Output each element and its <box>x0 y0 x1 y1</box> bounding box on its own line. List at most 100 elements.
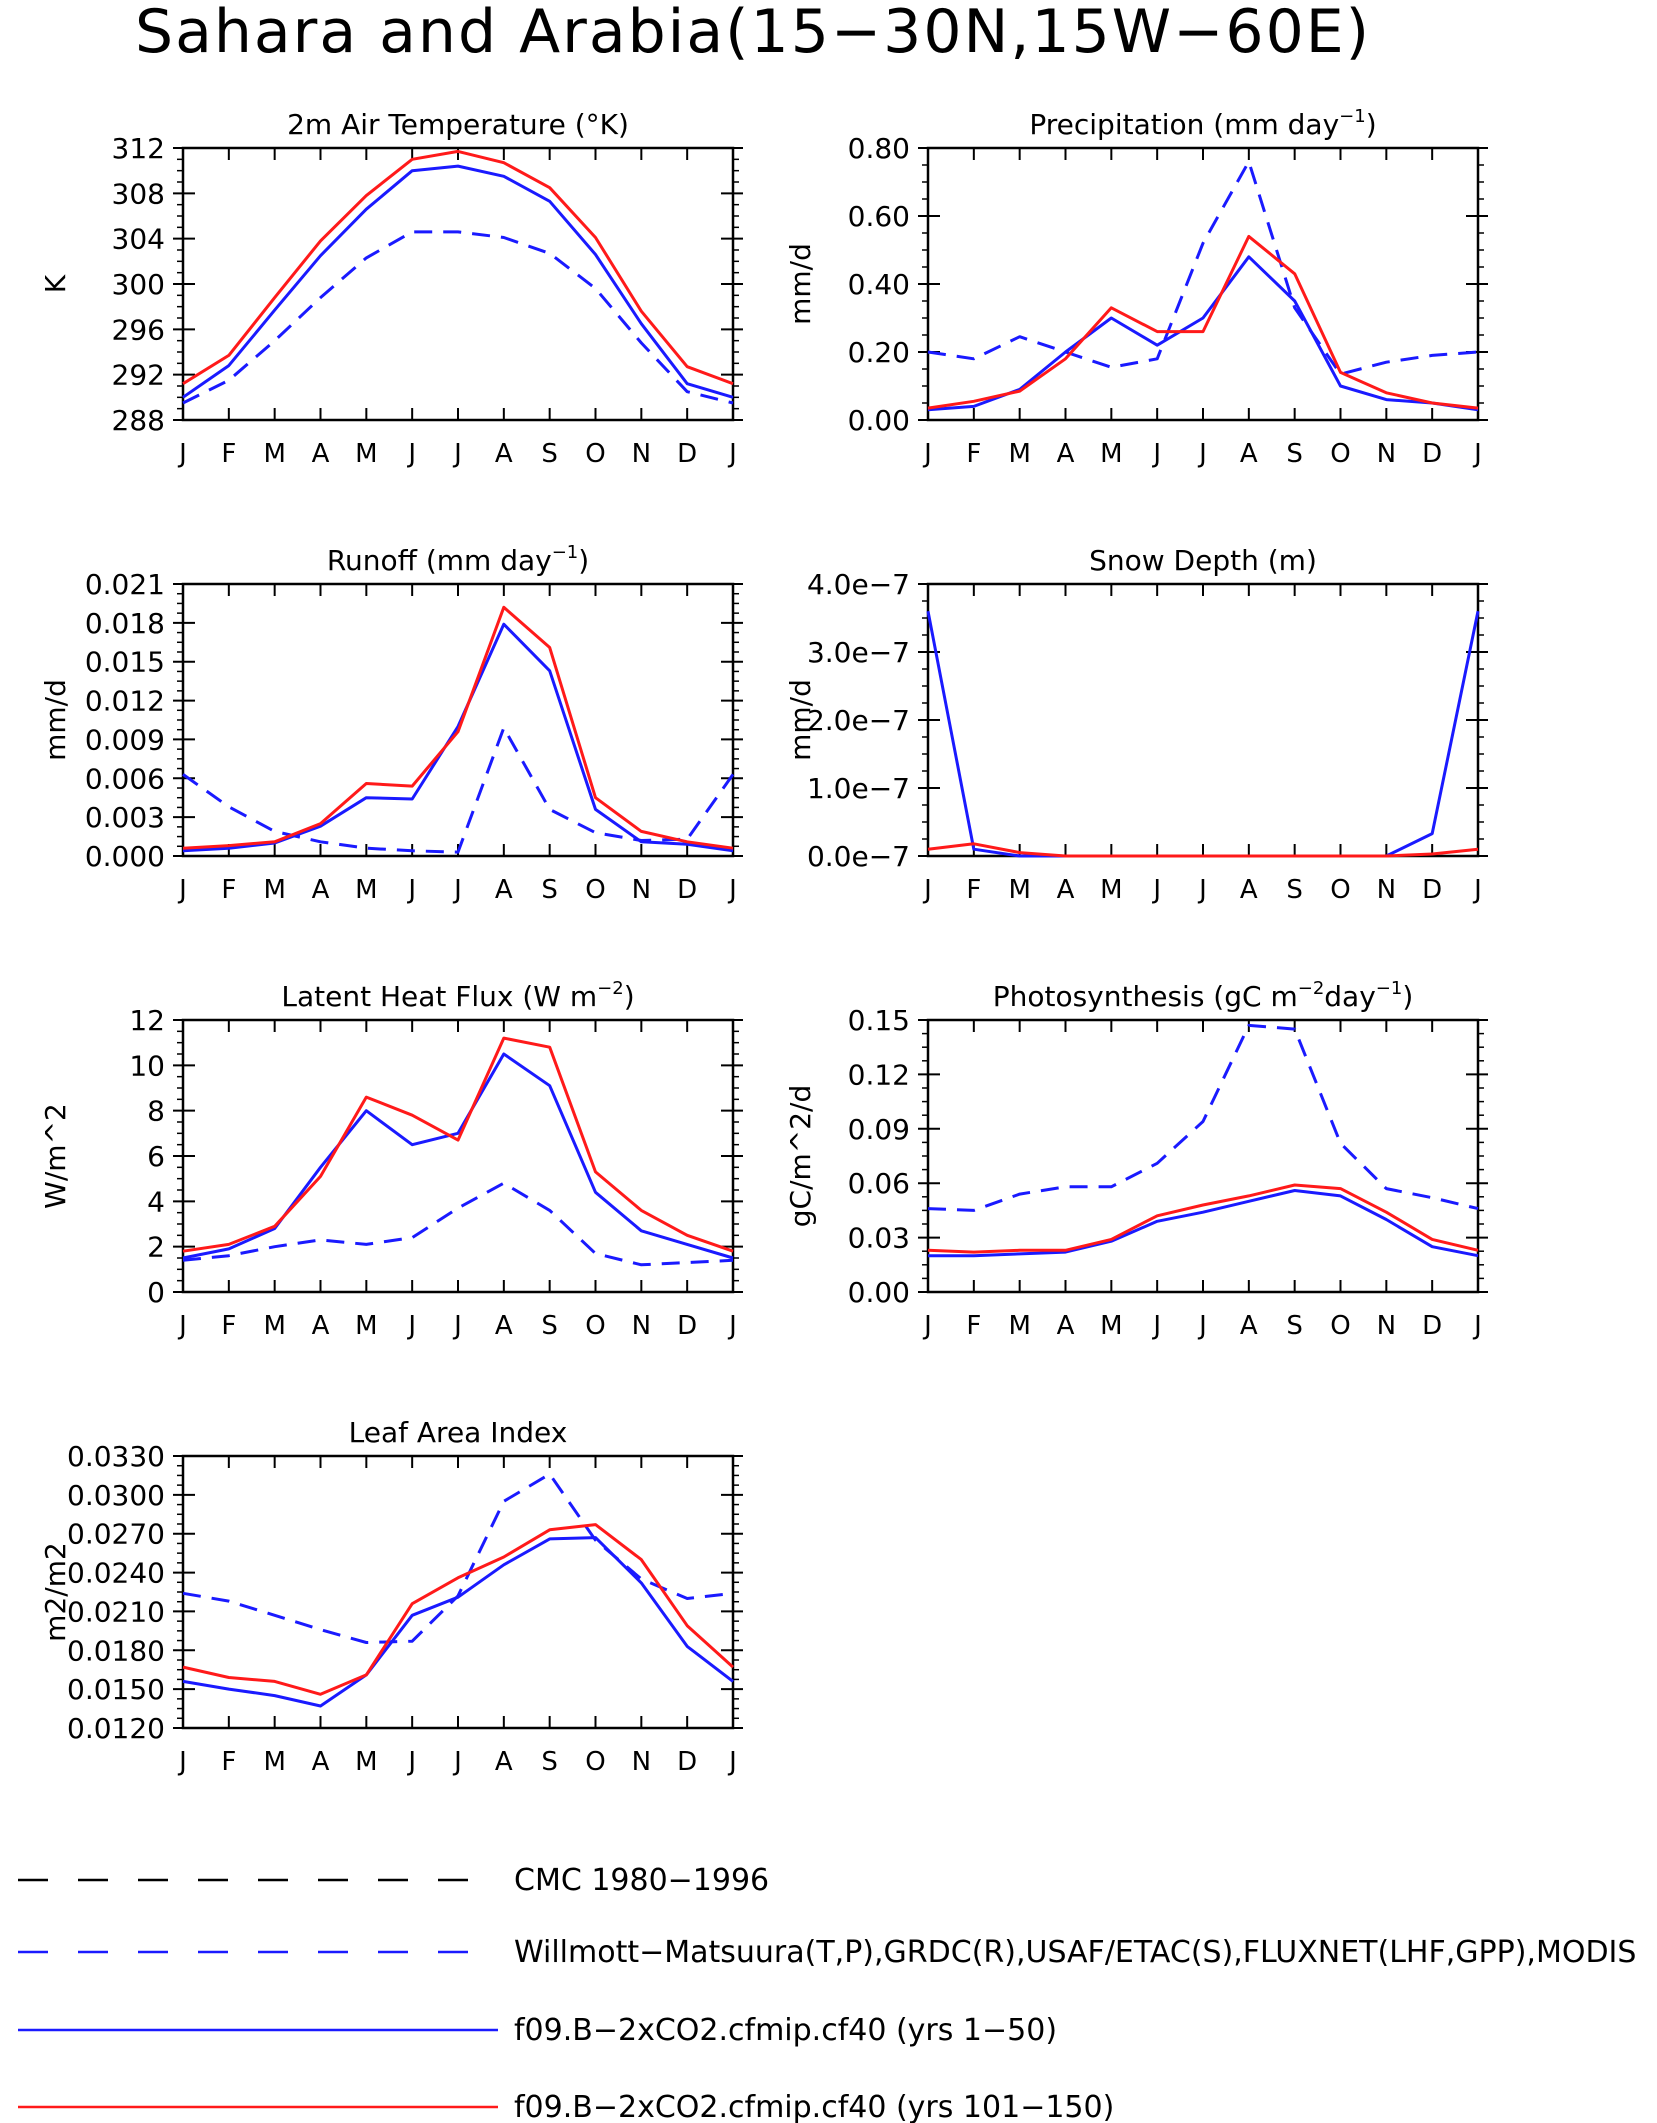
y-tick-label: 0.20 <box>848 336 910 369</box>
series-line-run2 <box>182 1523 735 1696</box>
x-tick-label: O <box>1330 1311 1350 1341</box>
chart-panel-2: J F M A M J J A S O N D J0.000.200.400.600.80mm/dPre… <box>784 106 1488 469</box>
x-tick-label: S <box>541 1311 558 1341</box>
chart-title: Snow Depth (m) <box>1089 544 1317 577</box>
x-tick-label: A <box>312 875 330 905</box>
y-tick-label: 0.0210 <box>67 1595 165 1628</box>
series-line-run2 <box>927 234 1479 410</box>
x-tick-label: A <box>495 1311 513 1341</box>
y-tick-label: 0.0240 <box>67 1557 165 1590</box>
x-tick-label: S <box>1286 439 1303 469</box>
y-tick-label: 0.021 <box>85 568 165 601</box>
x-tick-label: A <box>1057 439 1075 469</box>
x-tick-label: J <box>727 1747 737 1777</box>
series-line-obs <box>182 1181 734 1267</box>
series-line-obs <box>182 1472 734 1644</box>
y-axis-label: mm/d <box>784 679 817 761</box>
x-tick-label: A <box>495 439 513 469</box>
x-tick-label: A <box>1057 875 1075 905</box>
x-tick-label: J <box>406 1311 416 1341</box>
y-tick-label: 0.12 <box>848 1058 910 1091</box>
y-tick-label: 12 <box>129 1004 165 1037</box>
x-tick-label: M <box>263 1311 285 1341</box>
x-tick-label: J <box>727 439 737 469</box>
x-tick-label: J <box>922 875 932 905</box>
x-tick-label: M <box>1100 875 1122 905</box>
x-tick-label: O <box>585 875 605 905</box>
y-tick-label: 0.0e−7 <box>807 840 910 873</box>
y-tick-label: 0.006 <box>85 762 165 795</box>
chart-panel-7: J F M A M J J A S O N D J0.01200.01500.01800.02100.0… <box>39 1416 743 1777</box>
x-tick-label: D <box>677 1311 697 1341</box>
y-tick-label: 1.0e−7 <box>807 772 910 805</box>
x-tick-label: O <box>1330 875 1350 905</box>
x-tick-label: D <box>677 875 697 905</box>
series-line-run1 <box>926 610 1480 858</box>
x-tick-label: A <box>312 1747 330 1777</box>
series-line-run2 <box>182 1036 734 1253</box>
chart-title: Precipitation (mm day−1) <box>1029 106 1376 141</box>
x-tick-label: J <box>1472 875 1482 905</box>
page-title: Sahara and Arabia(15−30N,15W−60E) <box>135 0 1371 67</box>
y-axis-label: K <box>39 274 72 293</box>
y-tick-label: 2.0e−7 <box>807 704 910 737</box>
y-axis-label: gC/m^2/d <box>784 1085 817 1228</box>
y-tick-label: 3.0e−7 <box>807 636 910 669</box>
x-tick-label: M <box>1100 1311 1122 1341</box>
x-tick-label: N <box>1377 439 1396 469</box>
y-axis-label: W/m^2 <box>39 1103 72 1209</box>
x-tick-label: J <box>1151 1311 1161 1341</box>
x-tick-label: J <box>177 1311 187 1341</box>
y-tick-label: 0.0270 <box>67 1518 165 1551</box>
x-tick-label: M <box>263 1747 285 1777</box>
legend-label-obs: Willmott−Matsuura(T,P),GRDC(R),USAF/ETAC… <box>514 1935 1636 1970</box>
x-tick-label: J <box>727 875 737 905</box>
chart-panel-6: J F M A M J J A S O N D J0.000.030.060.090.120.15gC/… <box>784 978 1488 1341</box>
y-tick-label: 308 <box>112 177 165 210</box>
x-tick-label: F <box>966 875 981 905</box>
x-tick-label: J <box>1472 439 1482 469</box>
x-tick-label: M <box>355 1311 377 1341</box>
y-tick-label: 0.009 <box>85 723 165 756</box>
x-tick-label: A <box>1240 1311 1258 1341</box>
chart-panel-3: J F M A M J J A S O N D J0.0000.0030.0060.0090.0120.… <box>39 542 743 905</box>
x-tick-label: A <box>1240 439 1258 469</box>
x-tick-label: D <box>1422 1311 1442 1341</box>
y-tick-label: 0.0180 <box>67 1634 165 1667</box>
y-tick-label: 0.00 <box>848 1276 910 1309</box>
chart-title: 2m Air Temperature (°K) <box>287 108 629 141</box>
x-tick-label: D <box>1422 439 1442 469</box>
x-tick-label: J <box>177 439 187 469</box>
x-tick-label: S <box>541 439 558 469</box>
legend-label-run1: f09.B−2xCO2.cfmip.cf40 (yrs 1−50) <box>514 2013 1057 2048</box>
series-line-run1 <box>182 1536 734 1708</box>
y-tick-label: 0.018 <box>85 607 165 640</box>
x-tick-label: J <box>1151 875 1161 905</box>
series-line-run1 <box>182 622 734 853</box>
x-tick-label: F <box>221 1311 236 1341</box>
series-line-obs <box>927 160 1479 376</box>
x-tick-label: J <box>922 439 932 469</box>
y-tick-label: 0.0150 <box>67 1673 165 1706</box>
series-line-run1 <box>182 1052 734 1260</box>
x-tick-label: A <box>312 439 330 469</box>
x-tick-label: D <box>677 439 697 469</box>
x-tick-label: N <box>632 1747 651 1777</box>
y-tick-label: 0.0330 <box>67 1440 165 1473</box>
y-tick-label: 0.012 <box>85 685 165 718</box>
x-tick-label: J <box>1151 439 1161 469</box>
legend-label-cmc: CMC 1980−1996 <box>514 1863 769 1898</box>
x-tick-label: N <box>1377 1311 1396 1341</box>
y-tick-label: 8 <box>147 1095 165 1128</box>
x-tick-label: J <box>406 1747 416 1777</box>
x-tick-label: F <box>221 1747 236 1777</box>
chart-title: Photosynthesis (gC m−2day−1) <box>993 978 1414 1013</box>
x-tick-label: D <box>677 1747 697 1777</box>
y-tick-label: 0.000 <box>85 840 165 873</box>
series-line-run1 <box>927 255 1479 412</box>
x-tick-label: N <box>632 875 651 905</box>
series-line-run2 <box>927 1183 1479 1254</box>
